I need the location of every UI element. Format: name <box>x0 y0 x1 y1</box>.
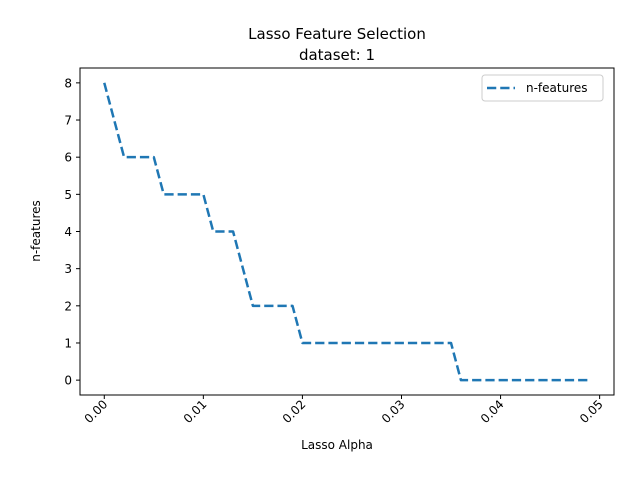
x-tick-label: 0.04 <box>478 397 507 426</box>
y-tick-label: 0 <box>64 374 72 388</box>
y-axis-label: n-features <box>29 200 43 262</box>
chart-title: Lasso Feature Selection <box>248 25 426 43</box>
plot-frame <box>79 67 615 396</box>
x-axis-ticks: 0.00 0.01 0.02 0.03 0.04 0.05 <box>82 395 606 426</box>
legend: n-features <box>481 74 604 102</box>
x-tick-label: 0.00 <box>82 397 111 426</box>
y-tick-label: 7 <box>64 114 72 128</box>
x-tick-label: 0.01 <box>181 397 210 426</box>
y-tick-label: 3 <box>64 262 72 276</box>
series-line <box>103 82 590 382</box>
y-tick-label: 1 <box>64 336 72 350</box>
x-tick-label: 0.02 <box>280 397 309 426</box>
x-tick-label: 0.03 <box>379 397 408 426</box>
y-tick-label: 6 <box>64 151 72 165</box>
x-axis-label: Lasso Alpha <box>301 438 373 452</box>
legend-label: n-features <box>526 81 588 95</box>
x-tick-label: 0.05 <box>577 397 606 426</box>
chart-subtitle: dataset: 1 <box>299 46 375 64</box>
plot-series <box>103 82 590 382</box>
y-tick-label: 4 <box>64 225 72 239</box>
legend-box <box>481 74 604 102</box>
y-tick-label: 2 <box>64 299 72 313</box>
y-tick-label: 5 <box>64 188 72 202</box>
y-axis-ticks: 0 1 2 3 4 5 6 7 8 <box>64 76 80 388</box>
y-tick-label: 8 <box>64 76 72 90</box>
